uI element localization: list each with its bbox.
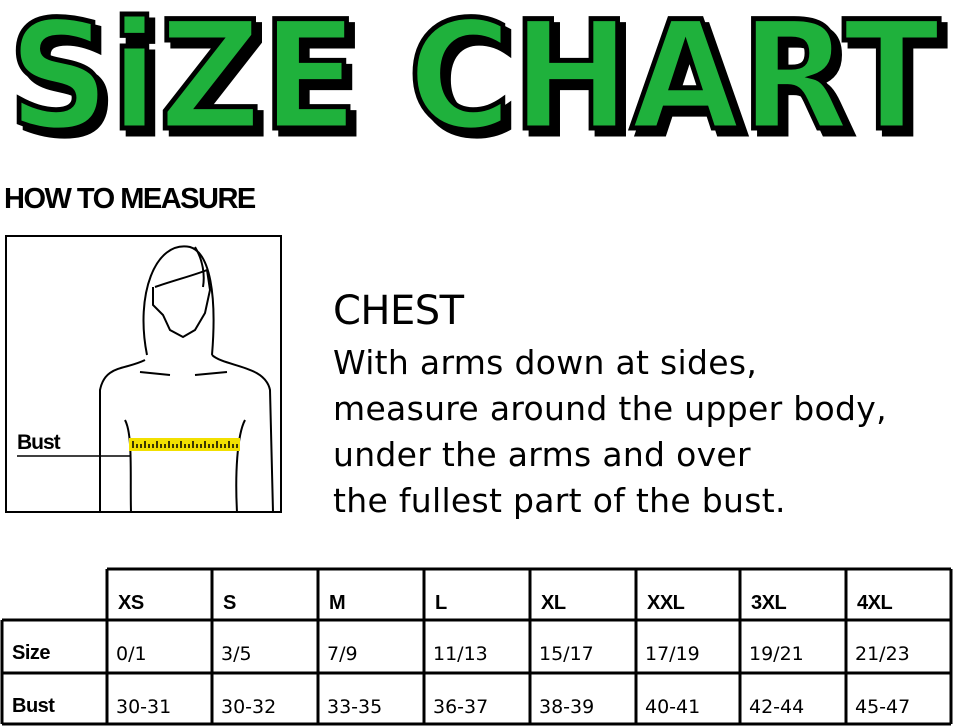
table-cell: 36-37 bbox=[433, 696, 489, 718]
table-cell: 3/5 bbox=[221, 643, 252, 665]
row-label: Bust bbox=[12, 695, 55, 717]
how-to-measure-heading: HOW TO MEASURE bbox=[4, 183, 256, 215]
column-header: XXL bbox=[647, 592, 685, 614]
table-cell: 19/21 bbox=[749, 643, 804, 665]
bust-label: Bust bbox=[17, 431, 61, 454]
table-cell: 45-47 bbox=[855, 696, 911, 718]
chest-heading: CHEST bbox=[333, 288, 464, 334]
column-header: 4XL bbox=[857, 592, 893, 614]
table-cell: 42-44 bbox=[749, 696, 805, 718]
column-header: XL bbox=[541, 592, 566, 614]
table-cell: 0/1 bbox=[116, 643, 147, 665]
column-header: L bbox=[435, 592, 447, 614]
instruction-line: under the arms and over bbox=[333, 435, 751, 474]
row-label: Size bbox=[12, 642, 51, 664]
table-cell: 7/9 bbox=[327, 643, 358, 665]
instruction-line: With arms down at sides, bbox=[333, 343, 758, 382]
table-cell: 38-39 bbox=[539, 696, 595, 718]
instruction-line: the fullest part of the bust. bbox=[333, 481, 786, 520]
column-header: XS bbox=[118, 592, 144, 614]
bust-measurement-figure: Bust bbox=[5, 235, 282, 513]
table-cell: 33-35 bbox=[327, 696, 383, 718]
table-cell: 11/13 bbox=[433, 643, 488, 665]
table-cell: 40-41 bbox=[645, 696, 701, 718]
size-chart-title-logo: SiZE CHART bbox=[6, 0, 943, 150]
column-header: M bbox=[329, 592, 346, 614]
table-cell: 17/19 bbox=[645, 643, 700, 665]
column-header: S bbox=[223, 592, 236, 614]
svg-text:SiZE CHART: SiZE CHART bbox=[8, 0, 940, 150]
column-header: 3XL bbox=[751, 592, 787, 614]
table-cell: 30-32 bbox=[221, 696, 277, 718]
table-cell: 30-31 bbox=[116, 696, 172, 718]
chest-instructions: With arms down at sides, measure around … bbox=[333, 340, 887, 524]
instruction-line: measure around the upper body, bbox=[333, 389, 887, 428]
table-cell: 15/17 bbox=[539, 643, 594, 665]
table-cell: 21/23 bbox=[855, 643, 910, 665]
